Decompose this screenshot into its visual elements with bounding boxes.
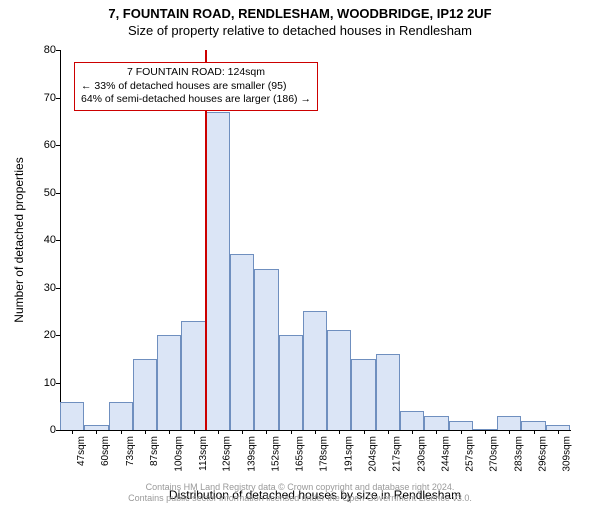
x-tick-mark [169,430,170,434]
histogram-bar [133,359,157,430]
x-tick-mark [558,430,559,434]
x-tick-label: 60sqm [100,436,111,466]
y-tick-label: 30 [30,282,56,294]
x-tick-label: 244sqm [440,436,451,472]
histogram-bar [497,416,521,430]
histogram-chart: Number of detached properties 0102030405… [60,50,570,430]
histogram-bar [279,335,303,430]
x-tick-mark [315,430,316,434]
histogram-bar [376,354,400,430]
annotation-line3: 64% of semi-detached houses are larger (… [81,93,311,107]
y-axis-label: Number of detached properties [12,157,26,322]
footer-line1: Contains HM Land Registry data © Crown c… [0,482,600,493]
x-tick-mark [364,430,365,434]
x-tick-label: 126sqm [222,436,233,472]
histogram-bar [400,411,424,430]
x-tick-mark [96,430,97,434]
footer-line2: Contains public sector information licen… [0,493,600,504]
x-tick-mark [145,430,146,434]
x-tick-mark [291,430,292,434]
x-tick-label: 191sqm [343,436,354,472]
histogram-bar [109,402,133,431]
x-tick-label: 204sqm [368,436,379,472]
x-tick-mark [436,430,437,434]
x-tick-label: 165sqm [295,436,306,472]
x-tick-mark [72,430,73,434]
x-tick-mark [534,430,535,434]
x-tick-label: 152sqm [270,436,281,472]
annotation-line1: 7 FOUNTAIN ROAD: 124sqm [81,66,311,80]
histogram-bar [60,402,84,431]
x-tick-mark [218,430,219,434]
histogram-bar [157,335,181,430]
x-tick-label: 217sqm [392,436,403,472]
x-tick-mark [412,430,413,434]
y-tick-label: 50 [30,187,56,199]
x-tick-mark [242,430,243,434]
x-tick-mark [266,430,267,434]
x-tick-label: 100sqm [173,436,184,472]
x-tick-mark [339,430,340,434]
page-subtitle: Size of property relative to detached ho… [0,23,600,38]
x-tick-mark [121,430,122,434]
x-tick-mark [461,430,462,434]
x-tick-label: 270sqm [489,436,500,472]
histogram-bar [303,311,327,430]
annotation-box: 7 FOUNTAIN ROAD: 124sqm ← 33% of detache… [74,62,318,111]
y-tick-label: 20 [30,329,56,341]
histogram-bar [254,269,278,431]
y-tick-label: 10 [30,377,56,389]
x-tick-label: 113sqm [198,436,209,471]
histogram-bar [206,112,230,430]
x-tick-label: 296sqm [538,436,549,472]
histogram-bar [327,330,351,430]
x-tick-label: 139sqm [246,436,257,472]
y-tick-label: 70 [30,92,56,104]
histogram-bar [230,254,254,430]
x-tick-label: 230sqm [416,436,427,472]
histogram-bar [351,359,375,430]
x-tick-label: 257sqm [465,436,476,472]
annotation-line2: ← 33% of detached houses are smaller (95… [81,80,311,94]
x-tick-mark [388,430,389,434]
y-tick-label: 60 [30,139,56,151]
y-tick-label: 0 [30,424,56,436]
y-tick-label: 80 [30,44,56,56]
x-tick-label: 87sqm [149,436,160,466]
x-tick-mark [194,430,195,434]
x-tick-mark [485,430,486,434]
attribution-footer: Contains HM Land Registry data © Crown c… [0,482,600,504]
histogram-bar [181,321,205,430]
x-tick-label: 283sqm [513,436,524,472]
page-title-address: 7, FOUNTAIN ROAD, RENDLESHAM, WOODBRIDGE… [0,6,600,21]
x-tick-label: 73sqm [125,436,136,466]
x-tick-mark [509,430,510,434]
histogram-bar [424,416,448,430]
x-tick-label: 47sqm [76,436,87,466]
x-tick-label: 178sqm [319,436,330,472]
histogram-bar [449,421,473,431]
y-tick-label: 40 [30,234,56,246]
x-tick-label: 309sqm [562,436,573,472]
histogram-bar [521,421,545,431]
y-tick-mark [56,430,60,431]
